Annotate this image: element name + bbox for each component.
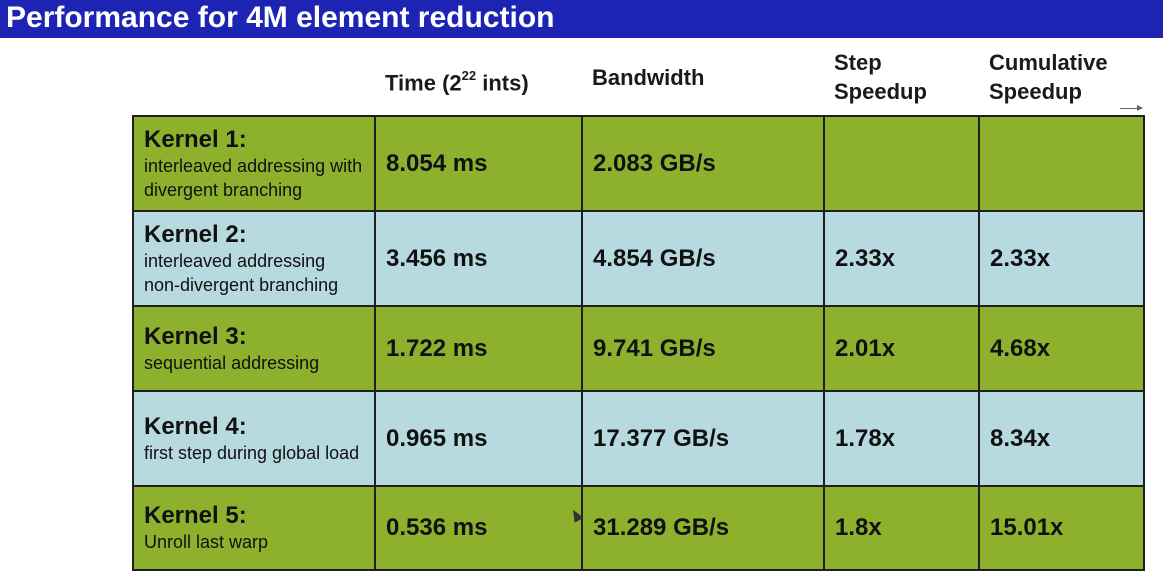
slide-title: Performance for 4M element reduction — [6, 1, 555, 34]
kernel-description: interleaved addressing non-divergent bra… — [144, 250, 339, 295]
kernel-description: interleaved addressing with divergent br… — [144, 155, 363, 200]
performance-table: Kernel 1: interleaved addressing with di… — [132, 115, 1145, 571]
kernel-cell: Kernel 2: interleaved addressing non-div… — [132, 210, 376, 307]
time-cell: 8.054 ms — [374, 115, 583, 212]
title-bar: Performance for 4M element reduction — [0, 0, 1163, 38]
kernel-cell: Kernel 4: first step during global load — [132, 390, 376, 487]
time-cell: 3.456 ms — [374, 210, 583, 307]
table-row: Kernel 1: interleaved addressing with di… — [132, 115, 1145, 212]
cumulative-speedup-cell: 2.33x — [978, 210, 1145, 307]
bandwidth-cell: 31.289 GB/s — [581, 485, 825, 571]
header-cumulative-speedup: Cumulative Speedup — [989, 48, 1108, 106]
header-step-speedup: Step Speedup — [834, 48, 927, 106]
bandwidth-cell: 17.377 GB/s — [581, 390, 825, 487]
header-bandwidth: Bandwidth — [592, 65, 705, 90]
kernel-description: first step during global load — [144, 442, 360, 463]
step-speedup-cell: 1.78x — [823, 390, 980, 487]
cumulative-speedup-cell: 4.68x — [978, 305, 1145, 392]
kernel-description: Unroll last warp — [144, 532, 269, 552]
kernel-name: Kernel 2: — [144, 220, 247, 248]
table-row: Kernel 2: interleaved addressing non-div… — [132, 210, 1145, 307]
kernel-description: sequential addressing — [144, 352, 320, 373]
cumulative-speedup-cell: 15.01x — [978, 485, 1145, 571]
kernel-cell: Kernel 5: Unroll last warp — [132, 485, 376, 571]
header-time-exp: 22 — [461, 68, 477, 83]
time-cell: 0.965 ms — [374, 390, 583, 487]
step-speedup-cell: 1.8x — [823, 485, 980, 571]
kernel-cell: Kernel 3: sequential addressing — [132, 305, 376, 392]
header-step-line2: Speedup — [834, 79, 927, 104]
time-cell: 1.722 ms — [374, 305, 583, 392]
table-row: Kernel 3: sequential addressing 1.722 ms… — [132, 305, 1145, 392]
cumulative-speedup-cell — [978, 115, 1145, 212]
kernel-name: Kernel 1: — [144, 125, 247, 153]
kernel-name: Kernel 3: — [144, 322, 247, 350]
table-row: Kernel 4: first step during global load … — [132, 390, 1145, 487]
cumulative-speedup-cell: 8.34x — [978, 390, 1145, 487]
header-cum-line1: Cumulative — [989, 50, 1108, 75]
header-time-post: ints) — [476, 70, 529, 96]
header-cum-line2: Speedup — [989, 79, 1082, 104]
header-step-line1: Step — [834, 50, 882, 75]
kernel-cell: Kernel 1: interleaved addressing with di… — [132, 115, 376, 212]
step-speedup-cell: 2.01x — [823, 305, 980, 392]
kernel-name: Kernel 4: — [144, 412, 247, 440]
header-time-pre: Time (2 — [385, 70, 462, 96]
bandwidth-cell: 2.083 GB/s — [581, 115, 825, 212]
bandwidth-cell: 4.854 GB/s — [581, 210, 825, 307]
step-speedup-cell: 2.33x — [823, 210, 980, 307]
table-row: Kernel 5: Unroll last warp 0.536 ms 31.2… — [132, 485, 1145, 571]
step-speedup-cell — [823, 115, 980, 212]
header-underline-arrow — [1120, 105, 1143, 111]
kernel-name: Kernel 5: — [144, 502, 247, 529]
time-cell: 0.536 ms — [374, 485, 583, 571]
header-time: Time (222 ints) — [385, 63, 529, 97]
bandwidth-cell: 9.741 GB/s — [581, 305, 825, 392]
